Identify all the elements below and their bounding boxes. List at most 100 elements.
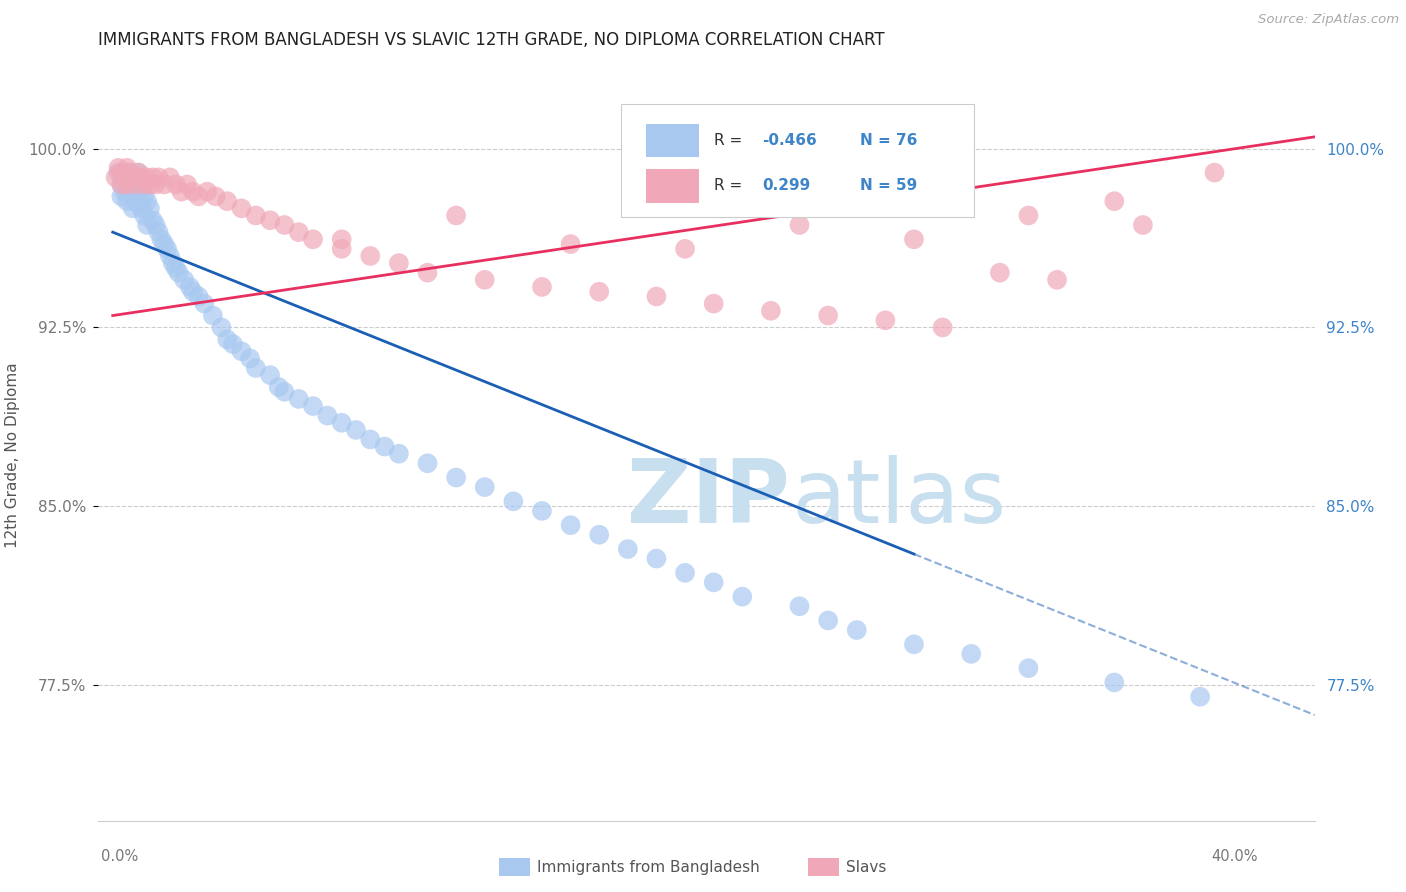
Point: [817, 309, 839, 323]
Text: Slavs: Slavs: [846, 861, 887, 875]
Point: [121, 185, 143, 199]
Point: [204, 189, 226, 203]
Point: [145, 218, 167, 232]
Point: [127, 189, 149, 203]
Point: [903, 232, 925, 246]
Point: [131, 170, 153, 185]
Text: -0.466: -0.466: [762, 133, 817, 148]
Point: [139, 178, 162, 192]
Point: [112, 170, 135, 185]
Point: [617, 542, 640, 557]
Point: [444, 470, 467, 484]
Point: [759, 303, 782, 318]
Point: [115, 178, 138, 192]
Point: [330, 416, 353, 430]
Point: [1204, 165, 1226, 179]
Text: IMMIGRANTS FROM BANGLADESH VS SLAVIC 12TH GRADE, NO DIPLOMA CORRELATION CHART: IMMIGRANTS FROM BANGLADESH VS SLAVIC 12T…: [98, 31, 884, 49]
Point: [181, 285, 204, 299]
Point: [112, 170, 135, 185]
Point: [107, 161, 129, 175]
Point: [217, 194, 239, 209]
Text: N = 59: N = 59: [859, 178, 917, 194]
Text: ZIP: ZIP: [627, 455, 790, 542]
Point: [903, 637, 925, 651]
Point: [136, 194, 159, 209]
Point: [931, 320, 953, 334]
Point: [416, 266, 439, 280]
Point: [131, 202, 153, 216]
Point: [502, 494, 524, 508]
Point: [170, 185, 193, 199]
Point: [267, 380, 290, 394]
Point: [153, 237, 176, 252]
Point: [142, 170, 165, 185]
Point: [1104, 675, 1126, 690]
Point: [124, 178, 146, 192]
Point: [416, 456, 439, 470]
Point: [187, 189, 209, 203]
Point: [193, 296, 215, 310]
Point: [474, 273, 496, 287]
Point: [359, 433, 381, 447]
Point: [344, 423, 367, 437]
Point: [1017, 209, 1039, 223]
Point: [131, 178, 153, 192]
Point: [302, 232, 325, 246]
Point: [302, 399, 325, 413]
Point: [150, 232, 173, 246]
Point: [673, 242, 696, 256]
Point: [388, 256, 411, 270]
Point: [273, 384, 295, 399]
Text: 40.0%: 40.0%: [1211, 849, 1257, 864]
Point: [645, 551, 668, 566]
Point: [127, 165, 149, 179]
Point: [960, 647, 983, 661]
Point: [245, 209, 267, 223]
Point: [159, 249, 181, 263]
Point: [817, 614, 839, 628]
Point: [673, 566, 696, 580]
Point: [195, 185, 218, 199]
Point: [127, 165, 149, 179]
Point: [167, 266, 190, 280]
Point: [988, 266, 1011, 280]
Point: [1104, 194, 1126, 209]
Point: [222, 337, 245, 351]
Point: [121, 170, 143, 185]
Point: [560, 237, 582, 252]
Point: [107, 165, 129, 179]
Point: [121, 170, 143, 185]
Point: [187, 289, 209, 303]
Point: [179, 280, 201, 294]
Point: [789, 599, 811, 614]
Point: [330, 232, 353, 246]
Text: 0.0%: 0.0%: [101, 849, 139, 864]
Point: [259, 368, 281, 383]
Point: [359, 249, 381, 263]
Point: [142, 213, 165, 227]
Point: [231, 344, 253, 359]
Point: [273, 218, 295, 232]
Point: [124, 178, 146, 192]
Point: [145, 178, 167, 192]
Point: [245, 361, 267, 376]
Text: N = 76: N = 76: [859, 133, 917, 148]
Point: [162, 256, 184, 270]
Text: atlas: atlas: [792, 455, 1007, 542]
Point: [201, 309, 224, 323]
Point: [560, 518, 582, 533]
Point: [703, 575, 725, 590]
Point: [239, 351, 262, 366]
Point: [388, 447, 411, 461]
Point: [165, 260, 187, 275]
Point: [845, 623, 868, 637]
Point: [176, 178, 198, 192]
Point: [110, 165, 132, 179]
Point: [731, 590, 754, 604]
Text: Source: ZipAtlas.com: Source: ZipAtlas.com: [1258, 13, 1399, 27]
Point: [112, 185, 135, 199]
Point: [153, 178, 176, 192]
Point: [789, 218, 811, 232]
Point: [110, 178, 132, 192]
Point: [124, 194, 146, 209]
